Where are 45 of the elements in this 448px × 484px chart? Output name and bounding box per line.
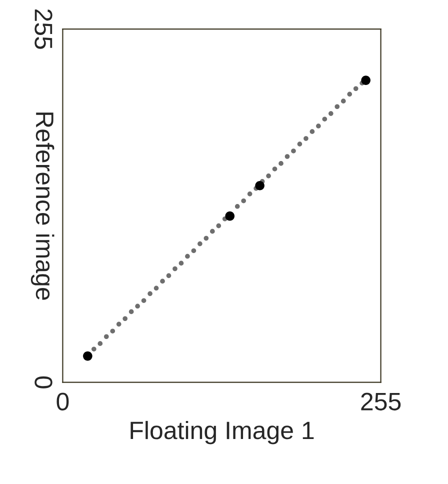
y-axis-title: Reference image	[30, 112, 54, 300]
point	[347, 92, 352, 97]
point	[241, 198, 246, 204]
point	[210, 228, 215, 234]
point	[266, 174, 271, 178]
point	[166, 273, 172, 278]
point	[216, 223, 222, 228]
point	[278, 161, 284, 166]
point	[135, 304, 140, 309]
point	[172, 266, 178, 272]
point	[322, 116, 328, 122]
point	[272, 166, 278, 172]
point	[185, 254, 190, 259]
point	[154, 286, 159, 291]
point	[122, 316, 128, 322]
x-axis-title: Floating Image 1	[130, 420, 314, 444]
point	[340, 98, 346, 104]
point	[361, 76, 370, 85]
point	[334, 104, 340, 110]
point	[310, 129, 315, 134]
point	[148, 291, 152, 296]
point	[304, 136, 308, 141]
point	[128, 309, 134, 314]
point	[255, 180, 264, 190]
point	[291, 148, 296, 154]
point	[98, 341, 103, 346]
point	[116, 322, 122, 327]
point	[110, 328, 116, 334]
point	[234, 204, 240, 209]
point	[247, 192, 252, 196]
point	[198, 241, 202, 246]
point	[353, 86, 358, 92]
point	[284, 154, 290, 159]
point	[83, 351, 92, 361]
point	[328, 111, 334, 116]
point	[92, 346, 96, 352]
point	[178, 260, 184, 266]
point	[316, 124, 321, 128]
point	[160, 278, 165, 284]
point	[297, 142, 302, 146]
point	[104, 334, 109, 340]
point	[225, 211, 235, 221]
point	[141, 298, 146, 304]
point	[204, 236, 209, 241]
point	[191, 248, 196, 254]
